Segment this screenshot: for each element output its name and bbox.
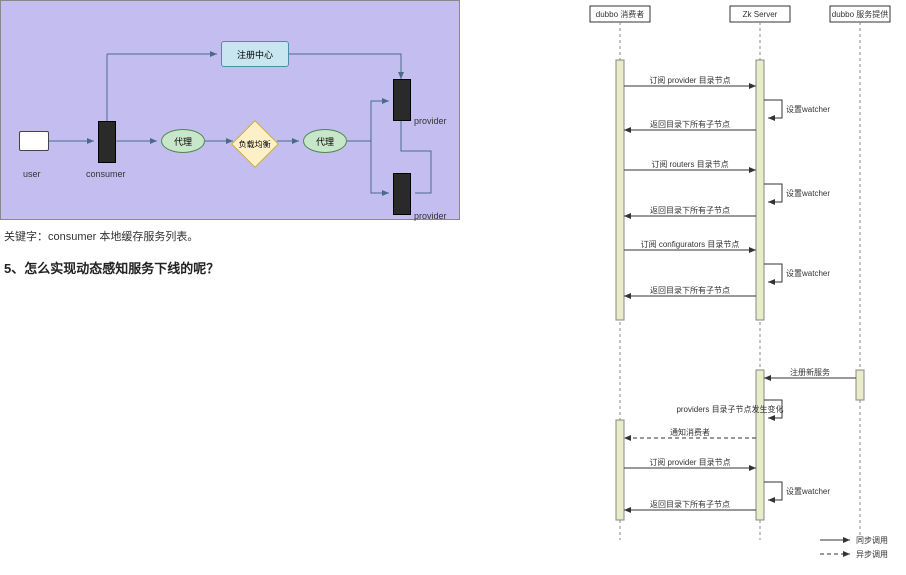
lb-label: 负载均衡 [239, 139, 271, 150]
svg-text:通知消费者: 通知消费者 [670, 427, 710, 437]
svg-text:订阅 provider 目录节点: 订阅 provider 目录节点 [649, 75, 730, 85]
svg-text:返回目录下所有子节点: 返回目录下所有子节点 [650, 285, 730, 295]
svg-text:dubbo 服务提供: dubbo 服务提供 [832, 9, 888, 19]
user-label: user [23, 169, 41, 179]
registry-box: 注册中心 [221, 41, 289, 67]
consumer-server [98, 121, 116, 163]
caption-text: 关键字：consumer 本地缓存服务列表。 [4, 228, 460, 244]
svg-text:dubbo 消费者: dubbo 消费者 [596, 9, 644, 19]
svg-text:订阅 configurators 目录节点: 订阅 configurators 目录节点 [641, 239, 740, 249]
sequence-svg: dubbo 消费者 Zk Server dubbo 服务提供订阅 provider … [560, 0, 906, 572]
svg-text:设置watcher: 设置watcher [786, 268, 830, 278]
flowchart-arrows [1, 1, 461, 221]
proxy1-oval: 代理 [161, 129, 205, 153]
proxy2-label: 代理 [316, 135, 334, 148]
svg-text:订阅 routers 目录节点: 订阅 routers 目录节点 [651, 159, 728, 169]
registry-label: 注册中心 [237, 48, 273, 61]
svg-text:订阅 provider 目录节点: 订阅 provider 目录节点 [649, 457, 730, 467]
section-heading: 5、怎么实现动态感知服务下线的呢？ [4, 258, 460, 277]
svg-text:providers 目录子节点发生变化: providers 目录子节点发生变化 [676, 404, 783, 414]
svg-text:设置watcher: 设置watcher [786, 104, 830, 114]
provider1-server [393, 79, 411, 121]
svg-text:异步调用: 异步调用 [856, 550, 888, 559]
provider1-label: provider [414, 116, 447, 126]
svg-text:返回目录下所有子节点: 返回目录下所有子节点 [650, 119, 730, 129]
user-monitor [19, 131, 49, 151]
svg-text:注册新服务: 注册新服务 [790, 367, 830, 377]
sequence-diagram: dubbo 消费者 Zk Server dubbo 服务提供订阅 provider … [560, 0, 906, 572]
svg-text:设置watcher: 设置watcher [786, 486, 830, 496]
proxy1-label: 代理 [174, 135, 192, 148]
consumer-label: consumer [86, 169, 126, 179]
svg-text:同步调用: 同步调用 [856, 536, 888, 545]
provider2-server [393, 173, 411, 215]
provider2-label: provider [414, 211, 447, 221]
svg-text:Zk Server: Zk Server [743, 10, 778, 19]
svg-text:返回目录下所有子节点: 返回目录下所有子节点 [650, 499, 730, 509]
svg-text:返回目录下所有子节点: 返回目录下所有子节点 [650, 205, 730, 215]
architecture-flowchart: user consumer 注册中心 代理 负载均衡 代理 provider p… [0, 0, 460, 220]
proxy2-oval: 代理 [303, 129, 347, 153]
svg-text:设置watcher: 设置watcher [786, 188, 830, 198]
